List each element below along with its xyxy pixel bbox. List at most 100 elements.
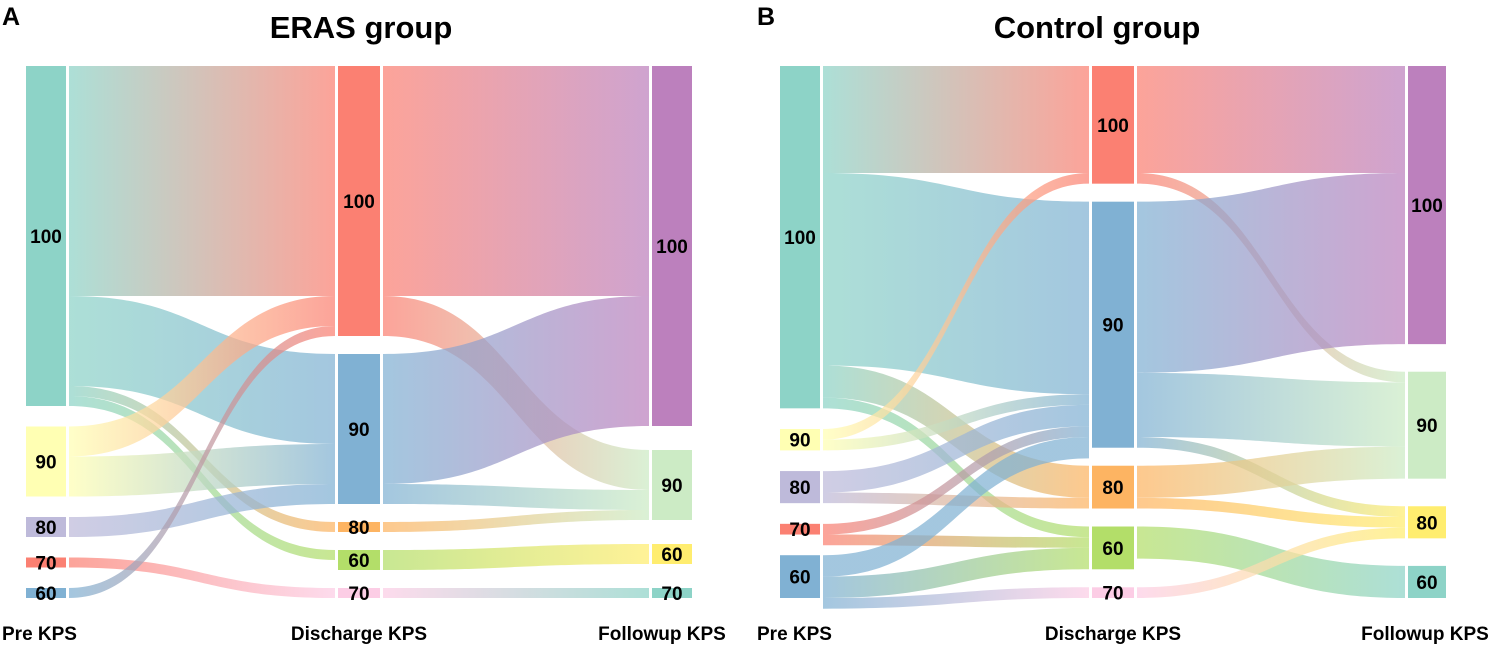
- node-label-pre-70: 70: [35, 554, 56, 575]
- node-label-pre-70: 70: [789, 520, 810, 541]
- panel-b-stage-pre: Pre KPS: [757, 624, 832, 645]
- panel-b-nodes: 100 90 80 70 60 100 90 80 60 70 100 90 80 60: [780, 66, 1446, 605]
- flow-discharge-90-to-followup-90: [383, 484, 649, 510]
- node-pre-60: [780, 555, 820, 598]
- node-followup-100: [652, 66, 692, 426]
- node-pre-70: [780, 523, 820, 535]
- flow-pre-90-to-discharge-100: [69, 296, 335, 457]
- node-label-pre-60: 60: [789, 568, 810, 589]
- flow-discharge-100-to-followup-100: [383, 66, 649, 296]
- flow-pre-100-to-discharge-90: [823, 172, 1089, 395]
- node-label-discharge-100: 100: [343, 192, 375, 213]
- flow-pre-80-to-discharge-90: [823, 404, 1089, 493]
- flow-discharge-80-to-followup-80: [1137, 497, 1405, 528]
- flow-pre-60-to-discharge-90: [823, 437, 1089, 577]
- node-label-followup-90: 90: [1416, 416, 1437, 437]
- node-discharge-90: [1092, 201, 1134, 448]
- node-followup-100: [1408, 66, 1446, 345]
- panel-b: B Control group 100 90 80 70 60 100 90 80 60 70 10…: [757, 3, 1489, 645]
- node-discharge-100: [338, 66, 380, 336]
- flow-pre-60-to-discharge-100: [69, 326, 335, 598]
- node-label-pre-100: 100: [30, 227, 62, 248]
- node-pre-60: [26, 588, 66, 598]
- node-followup-60: [1408, 565, 1446, 598]
- panel-b-title: Control group: [994, 10, 1201, 45]
- node-label-followup-60: 60: [661, 545, 682, 566]
- node-label-discharge-100: 100: [1097, 116, 1129, 137]
- node-discharge-60: [338, 550, 380, 570]
- panel-a-nodes: 100 90 80 70 60 100 90 80 60 70 100 90 60 70: [26, 66, 692, 605]
- flow-discharge-70-to-followup-70: [383, 588, 649, 598]
- flow-pre-100-to-discharge-60: [823, 397, 1089, 538]
- node-label-discharge-90: 90: [1102, 316, 1123, 337]
- flow-discharge-70-to-followup-80: [1137, 527, 1405, 598]
- node-label-pre-100: 100: [784, 228, 816, 249]
- node-label-discharge-80: 80: [348, 518, 369, 539]
- node-label-discharge-60: 60: [1102, 539, 1123, 560]
- panel-b-letter: B: [757, 3, 775, 31]
- node-pre-80: [26, 517, 66, 537]
- node-pre-100: [26, 66, 66, 406]
- panel-a-stage-pre: Pre KPS: [2, 624, 77, 645]
- panel-a-letter: A: [2, 3, 20, 31]
- node-discharge-60: [1092, 526, 1134, 570]
- flow-pre-90-to-discharge-90: [823, 394, 1089, 451]
- panel-a-title: ERAS group: [270, 10, 453, 45]
- flow-discharge-90-to-followup-100: [383, 296, 649, 484]
- flow-pre-80-to-discharge-90: [69, 484, 335, 537]
- node-discharge-70: [1092, 587, 1134, 598]
- node-label-followup-60: 60: [1416, 573, 1437, 594]
- node-pre-80: [780, 471, 820, 504]
- panel-a-flows: [69, 66, 649, 598]
- node-label-discharge-70: 70: [1102, 584, 1123, 605]
- node-label-pre-80: 80: [35, 518, 56, 539]
- node-followup-60: [652, 544, 692, 564]
- node-followup-90: [1408, 371, 1446, 479]
- node-label-discharge-70: 70: [348, 584, 369, 605]
- node-discharge-100: [1092, 66, 1134, 184]
- node-pre-90: [780, 429, 820, 451]
- flow-discharge-80-to-followup-90: [383, 510, 649, 532]
- panel-b-flows: [823, 66, 1405, 609]
- node-pre-100: [780, 66, 820, 409]
- node-label-followup-70: 70: [661, 584, 682, 605]
- flow-pre-70-to-discharge-90: [823, 426, 1089, 535]
- node-followup-70: [652, 588, 692, 598]
- node-followup-80: [1408, 506, 1446, 539]
- flow-pre-70-to-discharge-70: [69, 557, 335, 598]
- node-pre-90: [26, 426, 66, 497]
- node-label-followup-90: 90: [661, 476, 682, 497]
- panel-b-stage-discharge: Discharge KPS: [1045, 624, 1181, 645]
- node-label-pre-90: 90: [35, 453, 56, 474]
- node-discharge-80: [338, 522, 380, 532]
- node-label-discharge-60: 60: [348, 551, 369, 572]
- node-discharge-70: [338, 588, 380, 598]
- node-discharge-80: [1092, 465, 1134, 509]
- panel-a-stage-discharge: Discharge KPS: [291, 624, 427, 645]
- node-label-followup-100: 100: [1411, 196, 1443, 217]
- node-discharge-90: [338, 354, 380, 504]
- node-label-pre-90: 90: [789, 431, 810, 452]
- node-label-pre-80: 80: [789, 478, 810, 499]
- flow-discharge-90-to-followup-90: [1137, 372, 1405, 447]
- flow-pre-100-to-discharge-100: [823, 66, 1089, 173]
- node-label-pre-60: 60: [35, 584, 56, 605]
- node-label-followup-100: 100: [656, 237, 688, 258]
- flow-pre-100-to-discharge-100: [69, 66, 335, 296]
- node-label-discharge-90: 90: [348, 420, 369, 441]
- node-followup-90: [652, 450, 692, 520]
- flow-discharge-80-to-followup-90: [1137, 446, 1405, 498]
- flow-pre-60-to-discharge-60: [823, 547, 1089, 598]
- node-label-discharge-80: 80: [1102, 478, 1123, 499]
- panel-a: A ERAS group 100 90 80 70 60 100 90 80 60 70 100 90…: [2, 3, 726, 645]
- panel-a-stage-followup: Followup KPS: [598, 624, 726, 645]
- flow-discharge-90-to-followup-100: [1137, 172, 1405, 373]
- flow-pre-90-to-discharge-90: [69, 444, 335, 497]
- panel-b-stage-followup: Followup KPS: [1361, 624, 1489, 645]
- node-pre-70: [26, 557, 66, 568]
- flow-pre-70-to-discharge-60: [823, 534, 1089, 548]
- flow-discharge-60-to-followup-60: [383, 544, 649, 570]
- flow-discharge-100-to-followup-100: [1137, 66, 1405, 173]
- flow-pre-60-to-discharge-70: [823, 587, 1089, 609]
